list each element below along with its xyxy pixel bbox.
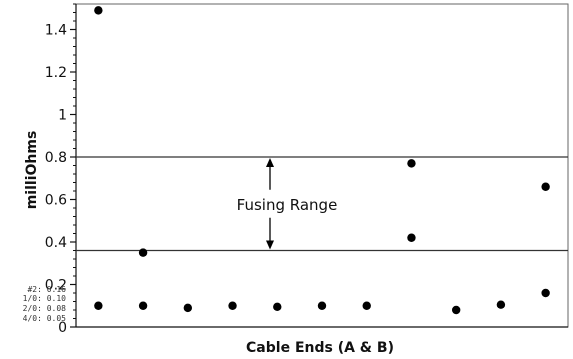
y-tick-label: 0.4 bbox=[45, 235, 67, 251]
legend-entry: 1/0: 0.10 bbox=[23, 294, 67, 303]
annotation-arrow-head-top bbox=[266, 158, 274, 167]
data-point bbox=[138, 301, 148, 310]
legend-entry: 2/0: 0.08 bbox=[23, 304, 67, 313]
data-point bbox=[407, 159, 416, 168]
data-point bbox=[138, 248, 148, 257]
legend-entry: 4/0: 0.05 bbox=[23, 314, 67, 323]
data-point bbox=[451, 305, 461, 315]
legend-entry: #2: 0.16 bbox=[27, 285, 66, 294]
data-point bbox=[94, 301, 103, 310]
data-points-layer bbox=[94, 6, 550, 315]
reference-lines-layer bbox=[76, 156, 568, 252]
data-point bbox=[541, 288, 550, 298]
x-axis-title: Cable Ends (A & B) bbox=[246, 340, 394, 356]
data-point bbox=[541, 182, 550, 191]
data-point bbox=[183, 303, 193, 313]
axis-layer: 0 0.2 0.4 0.6 0.8 1 1.2 1.4 bbox=[45, 3, 568, 336]
data-point bbox=[94, 6, 103, 15]
y-tick-label: 1.4 bbox=[45, 23, 67, 39]
y-tick-label: 1.2 bbox=[45, 65, 67, 81]
annotation-label: Fusing Range bbox=[237, 196, 338, 214]
data-point bbox=[317, 301, 327, 310]
data-point bbox=[362, 301, 371, 310]
y-tick-label: 0.8 bbox=[45, 150, 67, 166]
y-tick-label: 1 bbox=[58, 108, 67, 124]
y-tick-label: 0 bbox=[58, 320, 67, 336]
plot-frame bbox=[75, 3, 569, 328]
data-point bbox=[273, 302, 282, 312]
legend-layer: #2: 0.161/0: 0.102/0: 0.084/0: 0.05 bbox=[23, 285, 67, 323]
y-tick-label: 0.6 bbox=[45, 193, 67, 209]
data-point bbox=[228, 301, 237, 310]
data-point bbox=[496, 300, 506, 309]
annotation-arrow-head-bottom bbox=[266, 240, 274, 250]
annotation-layer: Fusing Range bbox=[237, 158, 338, 250]
plot-frame-layer bbox=[75, 3, 569, 328]
y-tick-label: 0.2 bbox=[45, 278, 67, 294]
data-point bbox=[407, 233, 416, 242]
y-axis-title: milliOhms bbox=[24, 131, 40, 210]
